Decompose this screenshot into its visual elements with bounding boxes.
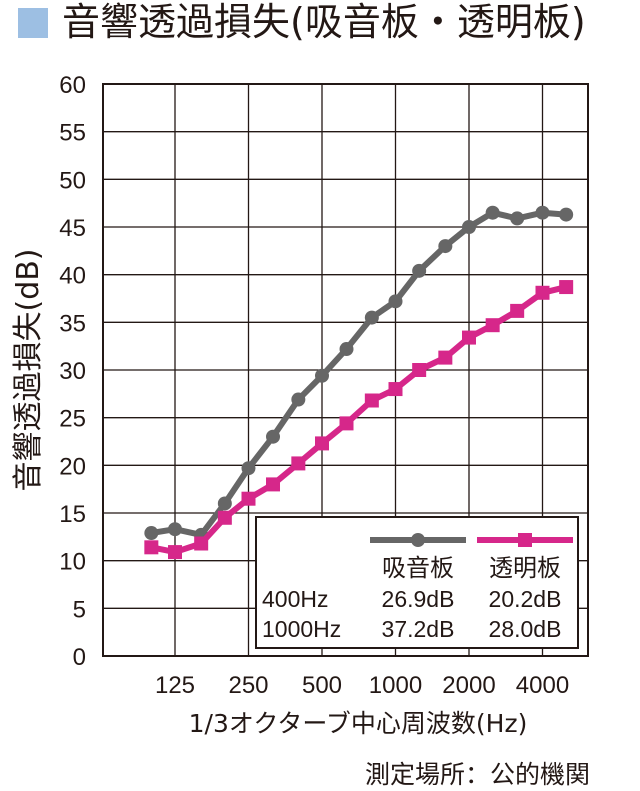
summary-value: 26.9dB [382, 586, 455, 612]
summary-value: 20.2dB [489, 586, 562, 612]
series-point-1 [241, 461, 256, 476]
series-point-1 [364, 310, 379, 325]
series-point-2 [412, 363, 427, 377]
summary-freq-label: 400Hz [262, 586, 328, 612]
series-point-2 [388, 382, 403, 397]
summary-freq-label: 1000Hz [262, 616, 341, 642]
series-point-2 [339, 416, 354, 431]
series-point-1 [217, 496, 232, 511]
legend-marker-2 [518, 533, 532, 547]
series-point-2 [266, 477, 281, 492]
x-tick-label: 4000 [516, 672, 569, 699]
series-line-1 [150, 209, 567, 538]
series-point-2 [438, 350, 453, 365]
series-point-2 [559, 280, 574, 295]
y-tick-label: 55 [59, 120, 86, 147]
series-point-1 [438, 239, 453, 254]
y-tick-label: 40 [59, 263, 86, 290]
x-axis-label: 1/3オクターブ中心周波数(Hz) [189, 709, 528, 738]
y-tick-label: 25 [59, 406, 86, 433]
series-point-2 [194, 536, 209, 551]
y-tick-label: 5 [73, 596, 86, 623]
source-note: 測定場所：公的機関 [364, 760, 590, 789]
summary-value: 37.2dB [382, 616, 455, 642]
series-point-1 [388, 294, 403, 309]
series-point-2 [485, 318, 500, 333]
x-tick-label: 250 [228, 672, 268, 699]
x-tick-label: 125 [155, 672, 195, 699]
legend-label-1: 吸音板 [382, 554, 454, 582]
series-point-1 [412, 263, 427, 278]
summary-value: 28.0dB [489, 616, 562, 642]
y-tick-label: 35 [59, 310, 86, 337]
series-point-1 [535, 205, 550, 220]
series-point-1 [462, 220, 476, 234]
series-point-1 [339, 342, 354, 357]
title-swatch [18, 8, 48, 38]
series-point-1 [559, 207, 574, 222]
y-tick-label: 20 [59, 453, 86, 480]
series-line-2 [150, 284, 567, 556]
series-point-1 [485, 205, 500, 220]
y-tick-label: 0 [73, 644, 86, 671]
series-point-1 [315, 368, 329, 383]
plot-frame [102, 83, 589, 657]
y-tick-label: 45 [59, 215, 86, 242]
x-tick-label: 2000 [442, 672, 495, 699]
y-axis-label: 音響透過損失(dB) [11, 248, 46, 491]
y-tick-label: 10 [59, 549, 86, 576]
series-point-2 [510, 303, 525, 318]
series-point-2 [364, 393, 379, 408]
y-tick-label: 50 [59, 167, 86, 194]
series-point-2 [315, 436, 329, 451]
x-tick-label: 500 [302, 672, 342, 699]
chart-title: 音響透過損失(吸音板・透明板) [62, 0, 586, 44]
series-point-2 [168, 545, 182, 560]
y-tick-label: 60 [59, 72, 86, 99]
series-point-1 [144, 526, 159, 541]
series-point-2 [241, 491, 256, 506]
legend-marker-1 [411, 533, 425, 547]
legend-label-2: 透明板 [489, 554, 561, 582]
x-tick-label: 1000 [369, 672, 422, 699]
y-tick-label: 30 [59, 358, 86, 385]
series-point-2 [291, 456, 306, 471]
series-point-2 [144, 540, 159, 555]
series-point-1 [510, 211, 525, 226]
series-point-2 [217, 510, 232, 525]
series-point-1 [266, 429, 281, 444]
series-point-2 [535, 285, 550, 300]
series-point-2 [462, 330, 476, 345]
series-point-1 [291, 392, 306, 407]
series-point-1 [168, 522, 182, 537]
y-tick-label: 15 [59, 501, 86, 528]
